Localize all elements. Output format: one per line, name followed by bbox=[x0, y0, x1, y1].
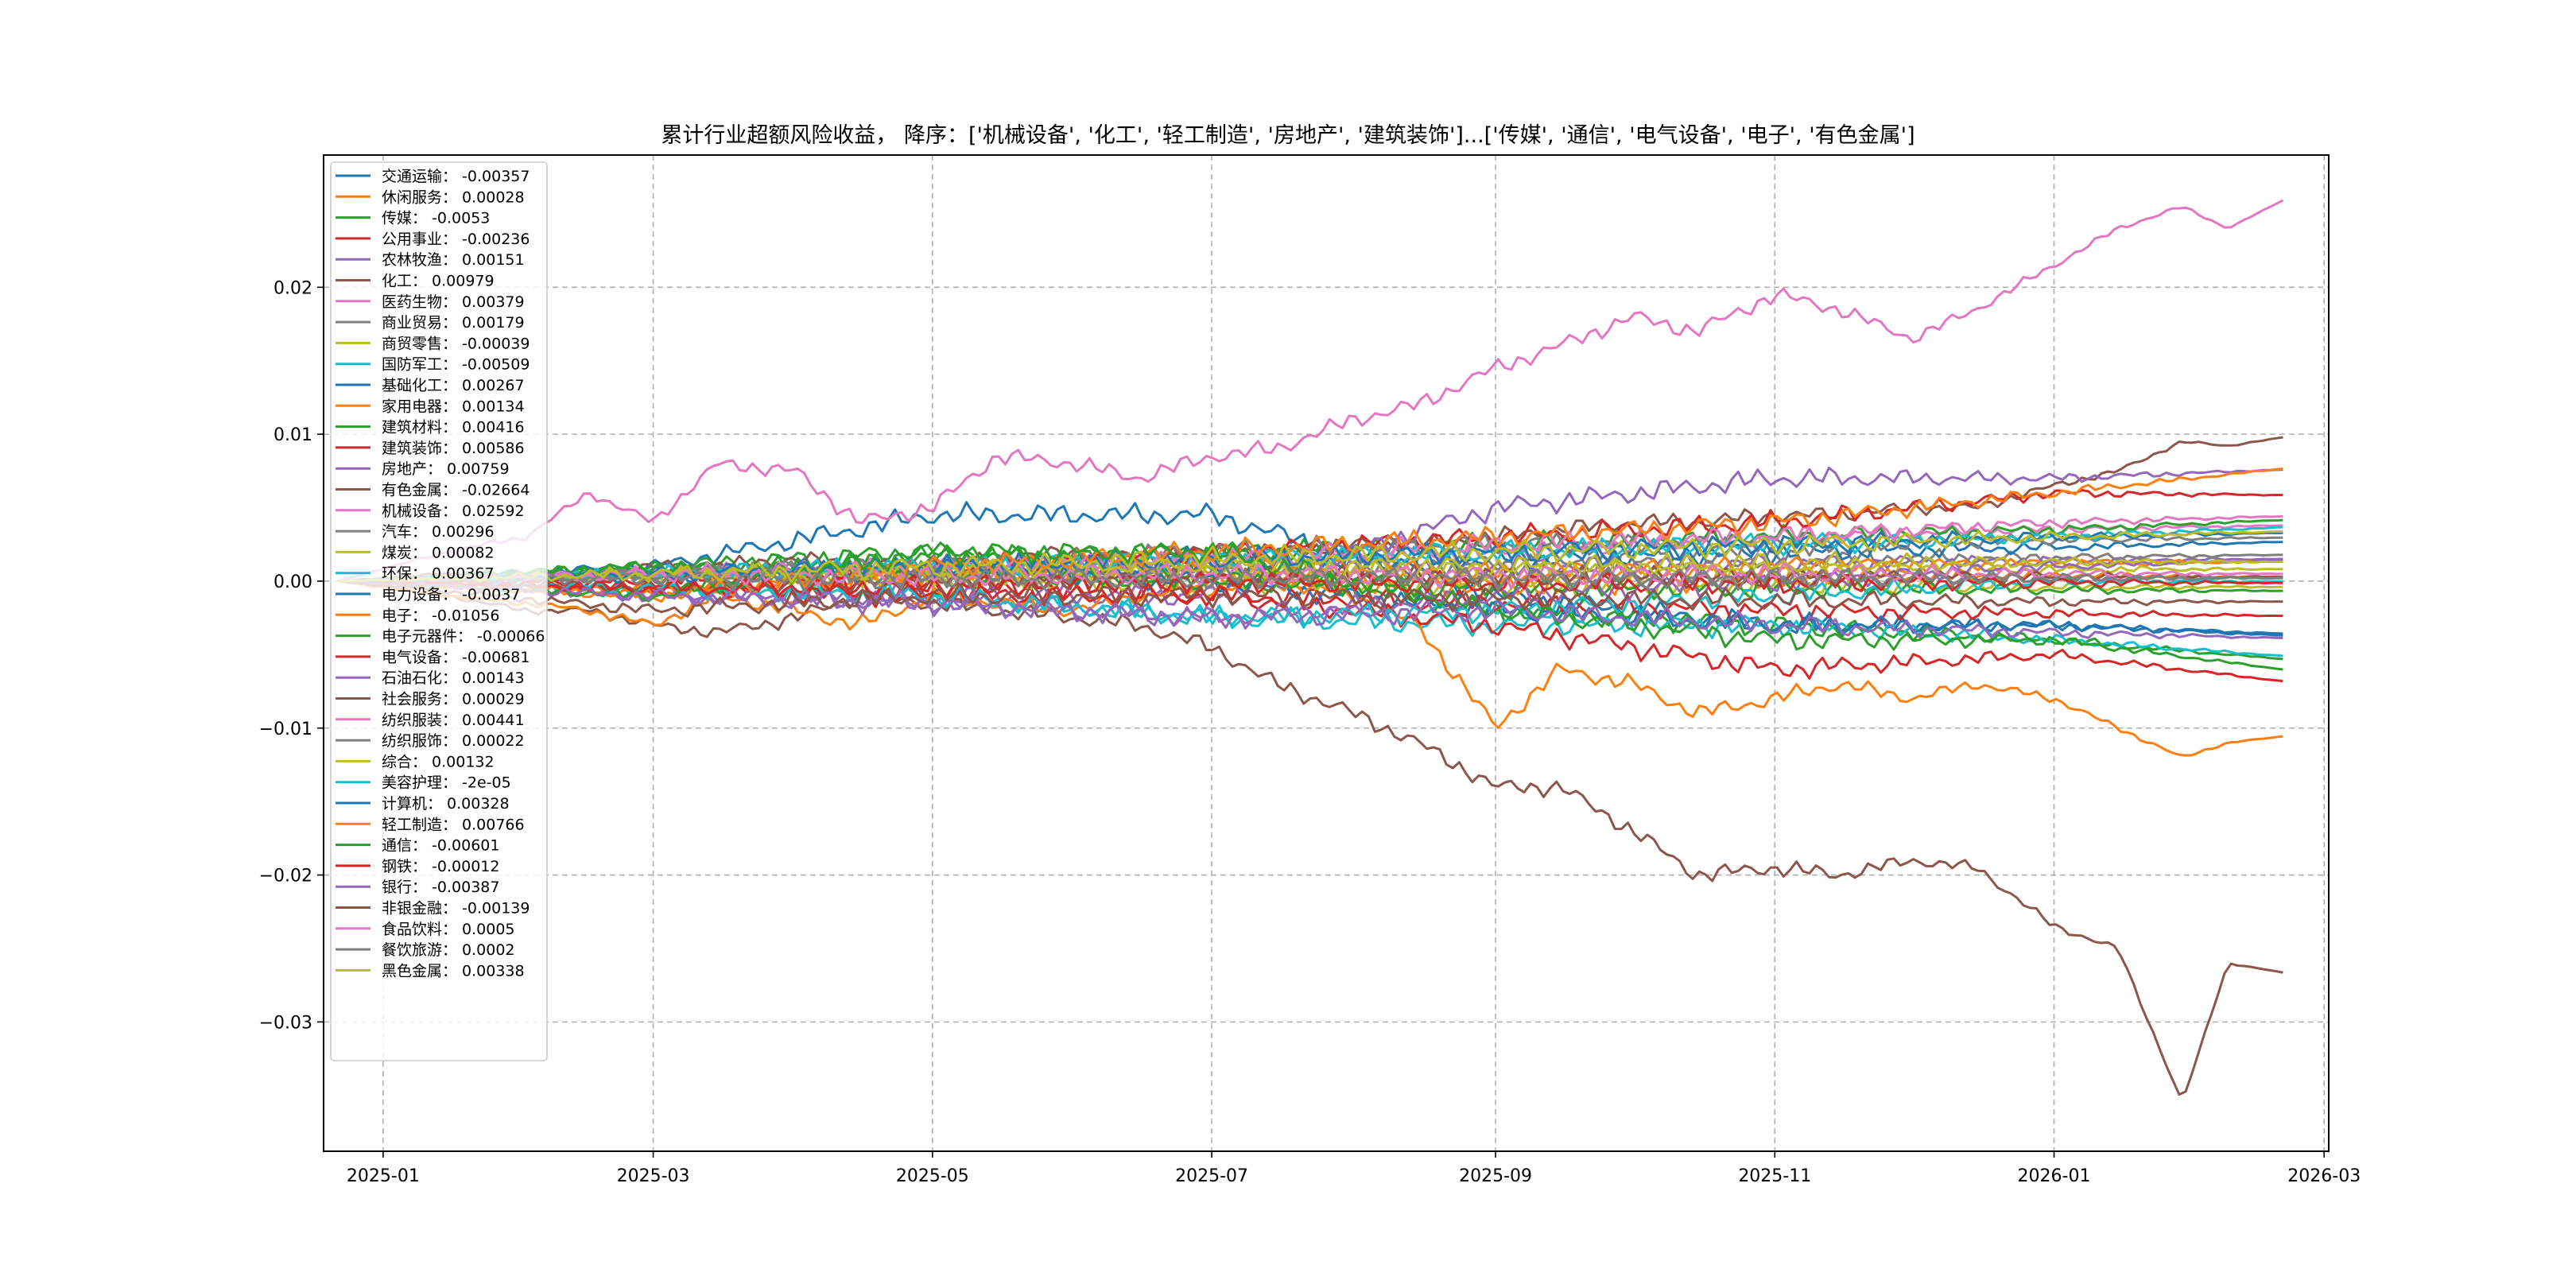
legend-entry: 电气设备： -0.00681 bbox=[382, 649, 530, 666]
legend-entry: 社会服务： 0.00029 bbox=[382, 691, 525, 708]
legend-entry: 钢铁： -0.00012 bbox=[382, 858, 499, 875]
legend-entry: 农林牧渔： 0.00151 bbox=[382, 251, 525, 269]
series-line-电子 bbox=[337, 573, 2283, 757]
chart-title: 累计行业超额风险收益， 降序：['机械设备', '化工', '轻工制造', '房… bbox=[661, 123, 1915, 148]
y-tick-label: 0.00 bbox=[274, 572, 312, 592]
legend-entry: 商业贸易： 0.00179 bbox=[382, 314, 525, 332]
legend-entry: 公用事业： -0.00236 bbox=[382, 231, 530, 248]
series-line-银行 bbox=[337, 580, 2283, 640]
legend-entry: 建筑装饰： 0.00586 bbox=[382, 440, 525, 457]
series-line-钢铁 bbox=[337, 569, 2283, 599]
plot-frame bbox=[323, 154, 2330, 1152]
legend: 交通运输： -0.00357 休闲服务： 0.00028 传媒： -0.0053 公用… bbox=[330, 161, 548, 1061]
legend-entry: 机械设备： 0.02592 bbox=[382, 502, 525, 520]
series-line-黑色金属 bbox=[337, 530, 2283, 584]
legend-box bbox=[330, 161, 548, 1061]
x-tick-label: 2026-03 bbox=[2287, 1166, 2361, 1186]
series-line-非银金融 bbox=[337, 580, 2283, 618]
legend-entry: 家用电器： 0.00134 bbox=[382, 398, 525, 415]
series-line-有色金属 bbox=[337, 580, 2283, 1096]
legend-entry: 有色金属： -0.02664 bbox=[382, 482, 530, 499]
x-tick-label: 2026-01 bbox=[2018, 1166, 2091, 1186]
legend-entry: 休闲服务： 0.00028 bbox=[382, 188, 525, 206]
legend-entry: 轻工制造： 0.00766 bbox=[382, 816, 525, 833]
legend-entry: 石油石化： 0.00143 bbox=[382, 669, 525, 687]
legend-entry: 基础化工： 0.00267 bbox=[382, 377, 525, 394]
legend-entry: 商贸零售： -0.00039 bbox=[382, 335, 530, 352]
legend-entry: 非银金融： -0.00139 bbox=[382, 900, 530, 918]
legend-entry: 纺织服饰： 0.00022 bbox=[382, 732, 525, 750]
legend-entry: 交通运输： -0.00357 bbox=[382, 168, 530, 185]
x-tick-label: 2025-01 bbox=[347, 1166, 420, 1186]
legend-entry: 电力设备： -0.0037 bbox=[382, 586, 520, 603]
series-lines bbox=[336, 199, 2284, 1096]
series-line-商贸零售 bbox=[337, 568, 2283, 599]
grid bbox=[324, 155, 2329, 1151]
legend-entry: 建筑材料： 0.00416 bbox=[382, 419, 525, 436]
x-tick-label: 2025-03 bbox=[617, 1166, 690, 1186]
legend-entry: 纺织服装： 0.00441 bbox=[382, 712, 525, 729]
y-tick-label: −0.03 bbox=[259, 1013, 312, 1033]
legend-entry: 计算机： 0.00328 bbox=[382, 795, 510, 813]
legend-entry: 食品饮料： 0.0005 bbox=[382, 921, 515, 938]
legend-entry: 传媒： -0.0053 bbox=[382, 210, 490, 227]
y-tick-label: −0.02 bbox=[259, 867, 312, 886]
legend-entry: 煤炭： 0.00082 bbox=[382, 544, 495, 561]
x-tick-label: 2025-09 bbox=[1459, 1166, 1532, 1186]
series-line-通信 bbox=[337, 541, 2283, 671]
legend-entry: 餐饮旅游： 0.0002 bbox=[382, 941, 515, 959]
x-tick-label: 2025-05 bbox=[896, 1166, 969, 1186]
series-line-机械设备 bbox=[336, 199, 2284, 583]
legend-entry: 综合： 0.00132 bbox=[382, 753, 495, 770]
axis-ticks: 2025-01 2025-03 2025-05 2025-07 2025-09 2025-… bbox=[259, 278, 2361, 1186]
legend-entry: 电子： -0.01056 bbox=[382, 607, 499, 624]
legend-entry: 银行： -0.00387 bbox=[382, 879, 499, 896]
legend-entry: 美容护理： -2e-05 bbox=[382, 774, 511, 792]
legend-entry: 国防军工： -0.00509 bbox=[382, 356, 530, 374]
legend-entry: 汽车： 0.00296 bbox=[382, 523, 495, 541]
series-line-餐饮旅游 bbox=[337, 564, 2283, 592]
legend-entry: 房地产： 0.00759 bbox=[382, 460, 510, 478]
legend-entry: 环保： 0.00367 bbox=[382, 565, 495, 583]
legend-entry: 通信： -0.00601 bbox=[382, 837, 499, 855]
y-tick-label: 0.02 bbox=[274, 278, 312, 298]
legend-entry: 黑色金属： 0.00338 bbox=[382, 962, 525, 980]
x-tick-label: 2025-11 bbox=[1738, 1166, 1811, 1186]
legend-entry: 电子元器件： -0.00066 bbox=[382, 628, 545, 646]
y-tick-label: 0.01 bbox=[274, 425, 312, 445]
x-tick-label: 2025-07 bbox=[1175, 1166, 1248, 1186]
legend-entry: 化工： 0.00979 bbox=[382, 273, 495, 290]
legend-entry: 医药生物： 0.00379 bbox=[382, 293, 525, 311]
y-tick-label: −0.01 bbox=[259, 720, 312, 739]
